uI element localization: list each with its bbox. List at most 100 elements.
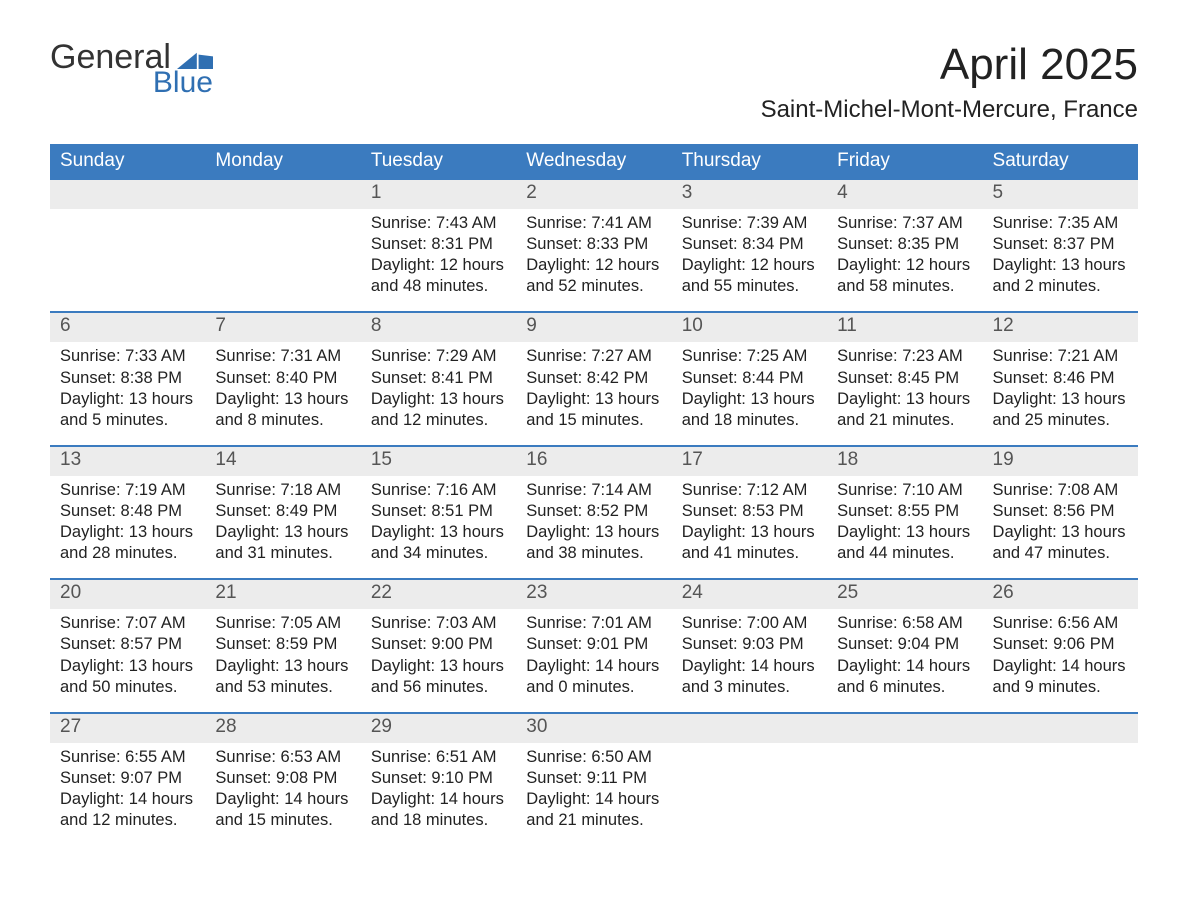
weekday-header: Saturday bbox=[983, 144, 1138, 180]
sunrise-line: Sunrise: 7:19 AM bbox=[60, 480, 195, 501]
day-body: Sunrise: 7:00 AMSunset: 9:03 PMDaylight:… bbox=[672, 609, 827, 711]
day-cell: 3Sunrise: 7:39 AMSunset: 8:34 PMDaylight… bbox=[672, 180, 827, 311]
sunrise-line: Sunrise: 7:05 AM bbox=[215, 613, 350, 634]
day-body: Sunrise: 7:39 AMSunset: 8:34 PMDaylight:… bbox=[672, 209, 827, 311]
day-cell: 19Sunrise: 7:08 AMSunset: 8:56 PMDayligh… bbox=[983, 447, 1138, 578]
day-cell: 17Sunrise: 7:12 AMSunset: 8:53 PMDayligh… bbox=[672, 447, 827, 578]
day-cell: 9Sunrise: 7:27 AMSunset: 8:42 PMDaylight… bbox=[516, 313, 671, 444]
day-number: 7 bbox=[205, 313, 360, 342]
day-cell: 20Sunrise: 7:07 AMSunset: 8:57 PMDayligh… bbox=[50, 580, 205, 711]
day-cell bbox=[672, 714, 827, 845]
day-number: 12 bbox=[983, 313, 1138, 342]
day-number: 10 bbox=[672, 313, 827, 342]
day-number: 19 bbox=[983, 447, 1138, 476]
day-body: Sunrise: 6:50 AMSunset: 9:11 PMDaylight:… bbox=[516, 743, 671, 845]
day-number: 11 bbox=[827, 313, 982, 342]
day-body: Sunrise: 7:16 AMSunset: 8:51 PMDaylight:… bbox=[361, 476, 516, 578]
daylight-line-2: and 2 minutes. bbox=[993, 276, 1128, 297]
day-body: Sunrise: 7:33 AMSunset: 8:38 PMDaylight:… bbox=[50, 342, 205, 444]
daylight-line-1: Daylight: 14 hours bbox=[526, 789, 661, 810]
sunset-line: Sunset: 8:33 PM bbox=[526, 234, 661, 255]
day-body bbox=[827, 743, 982, 761]
daylight-line-1: Daylight: 13 hours bbox=[837, 522, 972, 543]
daylight-line-2: and 44 minutes. bbox=[837, 543, 972, 564]
day-cell bbox=[50, 180, 205, 311]
day-body: Sunrise: 7:14 AMSunset: 8:52 PMDaylight:… bbox=[516, 476, 671, 578]
sunrise-line: Sunrise: 7:41 AM bbox=[526, 213, 661, 234]
day-cell: 23Sunrise: 7:01 AMSunset: 9:01 PMDayligh… bbox=[516, 580, 671, 711]
day-body: Sunrise: 7:10 AMSunset: 8:55 PMDaylight:… bbox=[827, 476, 982, 578]
daylight-line-2: and 5 minutes. bbox=[60, 410, 195, 431]
day-body: Sunrise: 7:29 AMSunset: 8:41 PMDaylight:… bbox=[361, 342, 516, 444]
daylight-line-2: and 21 minutes. bbox=[526, 810, 661, 831]
sunrise-line: Sunrise: 7:14 AM bbox=[526, 480, 661, 501]
sunrise-line: Sunrise: 7:29 AM bbox=[371, 346, 506, 367]
day-body: Sunrise: 7:05 AMSunset: 8:59 PMDaylight:… bbox=[205, 609, 360, 711]
week-row: 27Sunrise: 6:55 AMSunset: 9:07 PMDayligh… bbox=[50, 712, 1138, 845]
day-cell: 13Sunrise: 7:19 AMSunset: 8:48 PMDayligh… bbox=[50, 447, 205, 578]
sunset-line: Sunset: 8:41 PM bbox=[371, 368, 506, 389]
daylight-line-1: Daylight: 14 hours bbox=[837, 656, 972, 677]
weekday-header: Tuesday bbox=[361, 144, 516, 180]
day-cell: 28Sunrise: 6:53 AMSunset: 9:08 PMDayligh… bbox=[205, 714, 360, 845]
sunset-line: Sunset: 9:06 PM bbox=[993, 634, 1128, 655]
daylight-line-1: Daylight: 13 hours bbox=[215, 522, 350, 543]
sunset-line: Sunset: 8:55 PM bbox=[837, 501, 972, 522]
sunrise-line: Sunrise: 6:50 AM bbox=[526, 747, 661, 768]
week-row: 20Sunrise: 7:07 AMSunset: 8:57 PMDayligh… bbox=[50, 578, 1138, 711]
day-number: 28 bbox=[205, 714, 360, 743]
day-body bbox=[672, 743, 827, 761]
day-cell: 5Sunrise: 7:35 AMSunset: 8:37 PMDaylight… bbox=[983, 180, 1138, 311]
sunset-line: Sunset: 8:45 PM bbox=[837, 368, 972, 389]
sunset-line: Sunset: 8:40 PM bbox=[215, 368, 350, 389]
daylight-line-1: Daylight: 13 hours bbox=[682, 522, 817, 543]
day-number: 2 bbox=[516, 180, 671, 209]
daylight-line-1: Daylight: 13 hours bbox=[60, 389, 195, 410]
sunset-line: Sunset: 8:44 PM bbox=[682, 368, 817, 389]
day-number bbox=[983, 714, 1138, 743]
day-number: 18 bbox=[827, 447, 982, 476]
day-body: Sunrise: 6:53 AMSunset: 9:08 PMDaylight:… bbox=[205, 743, 360, 845]
day-body: Sunrise: 7:12 AMSunset: 8:53 PMDaylight:… bbox=[672, 476, 827, 578]
sunset-line: Sunset: 8:53 PM bbox=[682, 501, 817, 522]
sunrise-line: Sunrise: 7:08 AM bbox=[993, 480, 1128, 501]
sunrise-line: Sunrise: 7:10 AM bbox=[837, 480, 972, 501]
weekday-header-row: Sunday Monday Tuesday Wednesday Thursday… bbox=[50, 144, 1138, 180]
day-number: 8 bbox=[361, 313, 516, 342]
weeks-container: 1Sunrise: 7:43 AMSunset: 8:31 PMDaylight… bbox=[50, 180, 1138, 845]
sunset-line: Sunset: 9:10 PM bbox=[371, 768, 506, 789]
daylight-line-1: Daylight: 13 hours bbox=[526, 522, 661, 543]
daylight-line-1: Daylight: 13 hours bbox=[993, 255, 1128, 276]
day-number: 27 bbox=[50, 714, 205, 743]
day-body: Sunrise: 7:18 AMSunset: 8:49 PMDaylight:… bbox=[205, 476, 360, 578]
day-cell: 22Sunrise: 7:03 AMSunset: 9:00 PMDayligh… bbox=[361, 580, 516, 711]
day-body: Sunrise: 7:03 AMSunset: 9:00 PMDaylight:… bbox=[361, 609, 516, 711]
day-cell: 7Sunrise: 7:31 AMSunset: 8:40 PMDaylight… bbox=[205, 313, 360, 444]
sunset-line: Sunset: 8:35 PM bbox=[837, 234, 972, 255]
daylight-line-2: and 25 minutes. bbox=[993, 410, 1128, 431]
daylight-line-2: and 8 minutes. bbox=[215, 410, 350, 431]
day-cell: 24Sunrise: 7:00 AMSunset: 9:03 PMDayligh… bbox=[672, 580, 827, 711]
day-body: Sunrise: 7:01 AMSunset: 9:01 PMDaylight:… bbox=[516, 609, 671, 711]
daylight-line-1: Daylight: 13 hours bbox=[371, 389, 506, 410]
sunrise-line: Sunrise: 6:55 AM bbox=[60, 747, 195, 768]
sunset-line: Sunset: 8:51 PM bbox=[371, 501, 506, 522]
day-number: 17 bbox=[672, 447, 827, 476]
calendar: Sunday Monday Tuesday Wednesday Thursday… bbox=[50, 144, 1138, 845]
day-number: 5 bbox=[983, 180, 1138, 209]
day-body: Sunrise: 6:51 AMSunset: 9:10 PMDaylight:… bbox=[361, 743, 516, 845]
sunset-line: Sunset: 9:03 PM bbox=[682, 634, 817, 655]
week-row: 1Sunrise: 7:43 AMSunset: 8:31 PMDaylight… bbox=[50, 180, 1138, 311]
sunset-line: Sunset: 8:34 PM bbox=[682, 234, 817, 255]
sunrise-line: Sunrise: 7:31 AM bbox=[215, 346, 350, 367]
sunrise-line: Sunrise: 7:23 AM bbox=[837, 346, 972, 367]
day-number: 16 bbox=[516, 447, 671, 476]
day-number bbox=[205, 180, 360, 209]
day-body: Sunrise: 7:07 AMSunset: 8:57 PMDaylight:… bbox=[50, 609, 205, 711]
daylight-line-2: and 50 minutes. bbox=[60, 677, 195, 698]
day-body: Sunrise: 6:56 AMSunset: 9:06 PMDaylight:… bbox=[983, 609, 1138, 711]
daylight-line-2: and 18 minutes. bbox=[682, 410, 817, 431]
day-body: Sunrise: 7:19 AMSunset: 8:48 PMDaylight:… bbox=[50, 476, 205, 578]
daylight-line-2: and 6 minutes. bbox=[837, 677, 972, 698]
day-body: Sunrise: 7:27 AMSunset: 8:42 PMDaylight:… bbox=[516, 342, 671, 444]
